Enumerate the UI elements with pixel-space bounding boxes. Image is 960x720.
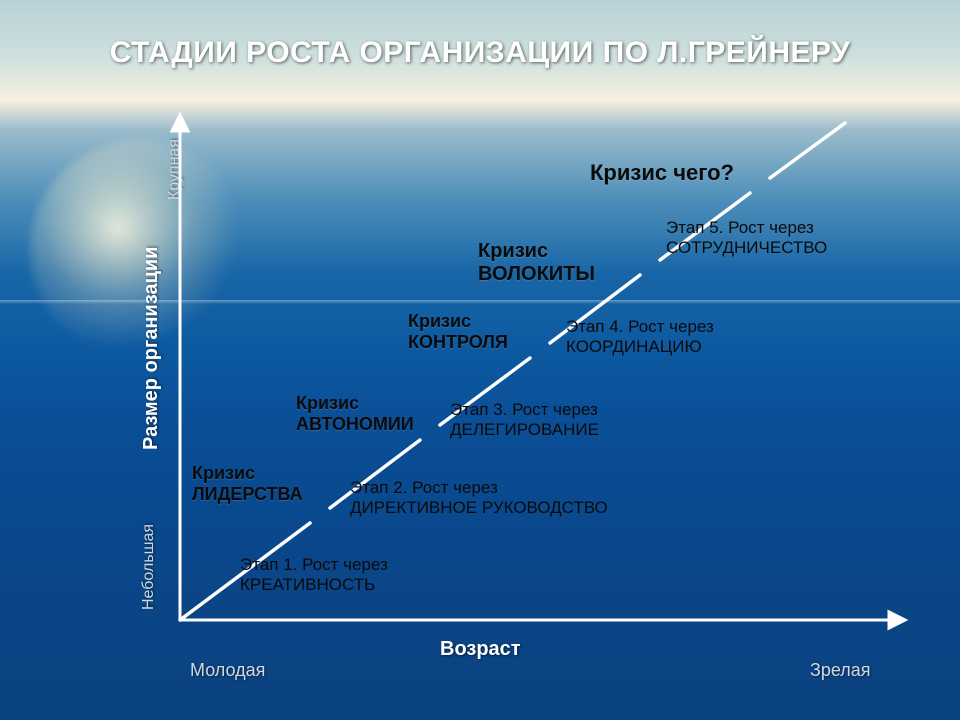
crisis-label-4: КризисВОЛОКИТЫ — [478, 240, 595, 286]
stage-label-1: Этап 1. Рост черезКРЕАТИВНОСТЬ — [240, 555, 388, 596]
stage-label-5: Этап 5. Рост черезСОТРУДНИЧЕСТВО — [666, 218, 827, 259]
chart-svg — [0, 0, 960, 720]
crisis-label-5: Кризис чего? — [590, 160, 734, 185]
stage-label-2: Этап 2. Рост черезДИРЕКТИВНОЕ РУКОВОДСТВ… — [350, 478, 608, 519]
growth-line-group — [180, 123, 845, 620]
growth-segment-6 — [770, 123, 845, 178]
stage-label-4: Этап 4. Рост черезКООРДИНАЦИЮ — [566, 317, 714, 358]
crisis-label-2: КризисАВТОНОМИИ — [296, 393, 414, 434]
crisis-label-1: КризисЛИДЕРСТВА — [192, 463, 303, 504]
slide: СТАДИИ РОСТА ОРГАНИЗАЦИИ ПО Л.ГРЕЙНЕРУ Р… — [0, 0, 960, 720]
crisis-label-3: КризисКОНТРОЛЯ — [408, 311, 508, 352]
stage-label-3: Этап 3. Рост черезДЕЛЕГИРОВАНИЕ — [450, 400, 599, 441]
axes-group — [180, 120, 900, 620]
